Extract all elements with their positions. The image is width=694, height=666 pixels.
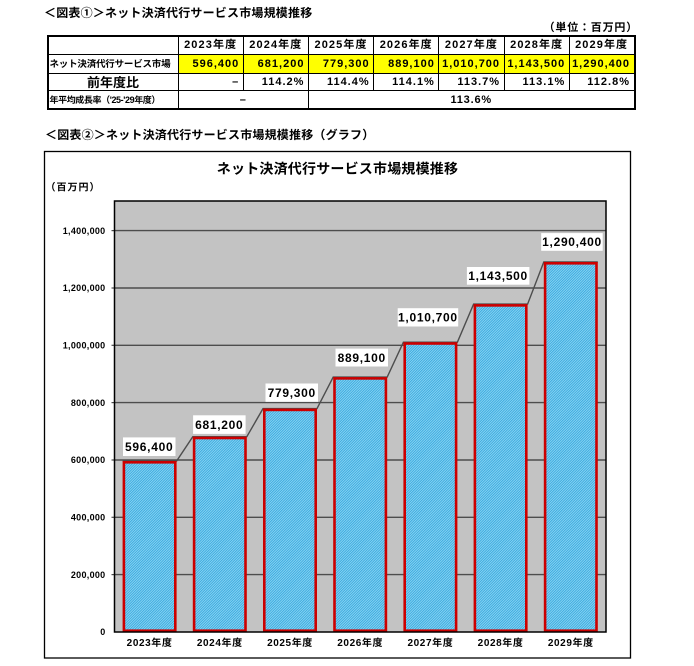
svg-text:800,000: 800,000 [71, 396, 106, 409]
svg-text:2027年度: 2027年度 [407, 634, 453, 649]
svg-text:600,000: 600,000 [71, 453, 106, 466]
svg-text:（百万円）: （百万円） [46, 179, 101, 194]
svg-text:2025年度: 2025年度 [267, 634, 313, 649]
svg-text:1,143,500: 1,143,500 [468, 267, 528, 284]
svg-text:1,000,000: 1,000,000 [63, 339, 106, 352]
svg-text:2024年度: 2024年度 [197, 634, 243, 649]
svg-text:681,200: 681,200 [195, 416, 243, 433]
svg-text:596,400: 596,400 [125, 438, 173, 455]
svg-text:1,200,000: 1,200,000 [63, 281, 106, 294]
svg-text:ネット決済代行サービス市場規模推移: ネット決済代行サービス市場規模推移 [217, 159, 458, 179]
svg-text:1,010,700: 1,010,700 [398, 309, 458, 326]
svg-text:0: 0 [100, 625, 105, 638]
svg-text:400,000: 400,000 [71, 511, 106, 524]
svg-text:200,000: 200,000 [71, 568, 106, 581]
svg-text:1,290,400: 1,290,400 [542, 233, 602, 250]
svg-text:2028年度: 2028年度 [478, 634, 524, 649]
svg-text:2026年度: 2026年度 [337, 634, 383, 649]
svg-text:889,100: 889,100 [338, 349, 386, 366]
svg-text:2023年度: 2023年度 [127, 634, 173, 649]
svg-text:2029年度: 2029年度 [548, 634, 594, 649]
svg-text:779,300: 779,300 [268, 384, 316, 401]
svg-text:1,400,000: 1,400,000 [63, 224, 106, 237]
